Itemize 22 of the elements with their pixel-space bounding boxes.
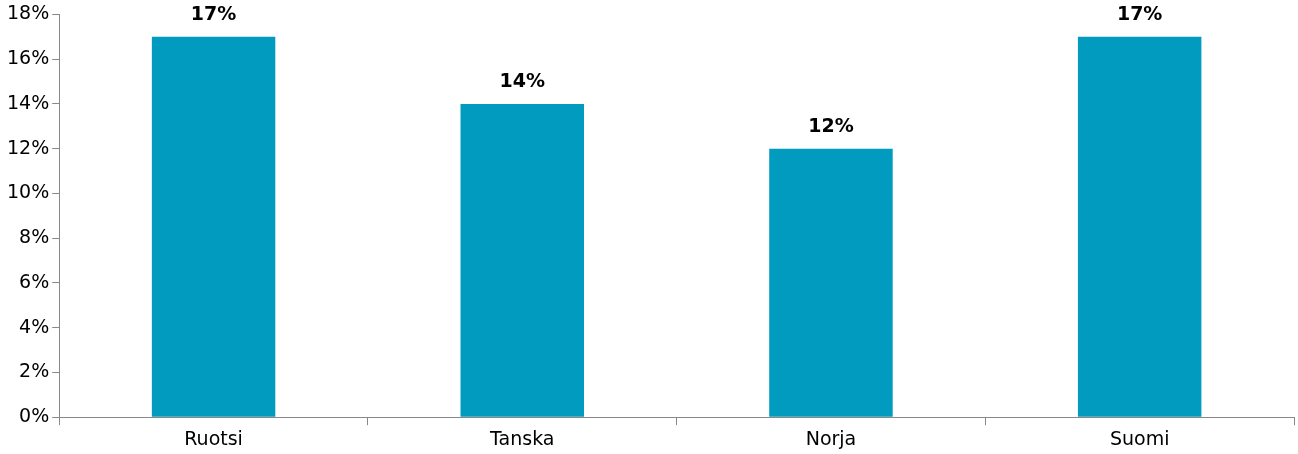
- y-tick-label: 6%: [19, 269, 50, 292]
- y-tick-label: 2%: [19, 359, 50, 382]
- y-tick-label: 0%: [19, 404, 50, 427]
- bar: [769, 148, 893, 417]
- y-tick-label: 8%: [19, 225, 50, 248]
- bar: [460, 103, 585, 417]
- data-label: 14%: [499, 69, 546, 92]
- data-label: 17%: [190, 2, 237, 25]
- bar: [151, 36, 276, 417]
- x-tick-label: Tanska: [489, 426, 555, 449]
- x-tick-label: Norja: [805, 426, 857, 449]
- y-tick-label: 12%: [7, 135, 50, 158]
- x-tick-label: Ruotsi: [184, 426, 243, 449]
- x-tick-label: Suomi: [1109, 426, 1170, 449]
- y-tick-label: 16%: [7, 46, 50, 69]
- y-tick-label: 14%: [7, 90, 50, 113]
- y-tick-label: 4%: [19, 314, 50, 337]
- data-label: 17%: [1116, 2, 1163, 25]
- data-label: 12%: [808, 114, 854, 137]
- y-tick-label: 18%: [7, 1, 50, 24]
- bar: [1077, 36, 1202, 417]
- y-tick-label: 10%: [7, 180, 50, 203]
